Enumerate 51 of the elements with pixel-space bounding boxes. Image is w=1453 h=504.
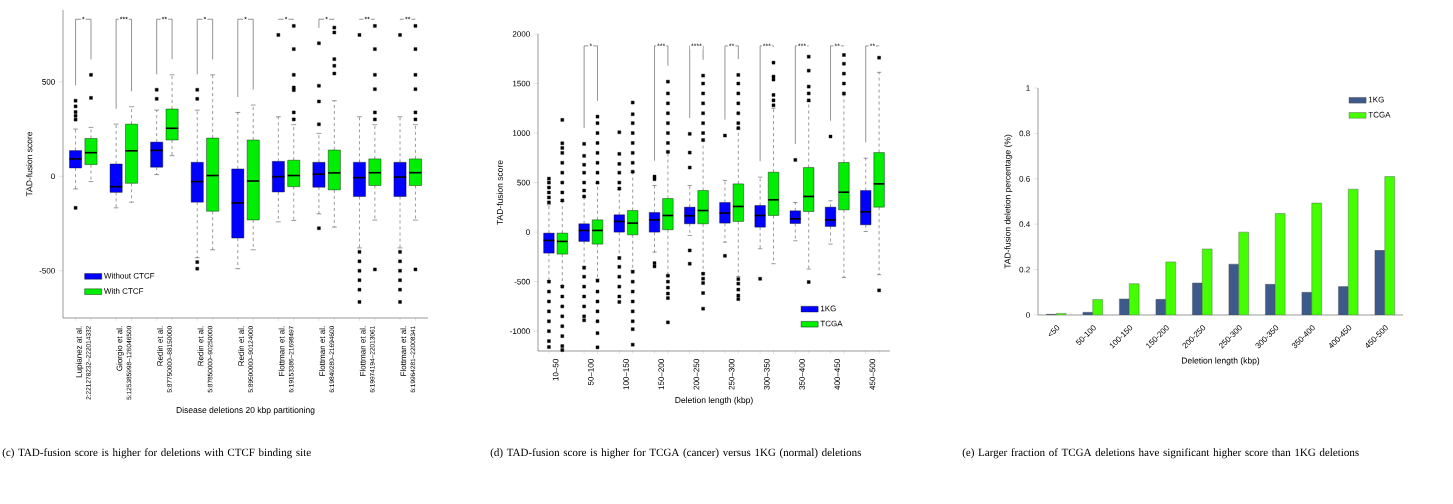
x-tick-label: Giorgio et al. (116, 326, 124, 371)
y-axis-title: TAD-fusion score (496, 160, 503, 225)
legend-label: TCGA (820, 320, 843, 327)
y-axis-title: TAD-fusion deletion percentage (%) (1004, 134, 1013, 269)
x-tick-label: Lupianez at al. (75, 326, 84, 378)
x-tick-label: 450–500 (869, 359, 876, 390)
y-tick-label: 0.6 (1019, 175, 1030, 182)
y-tick-label: 0.2 (1019, 266, 1030, 273)
legend-label: 1KG (1368, 96, 1384, 103)
y-tick-label: 500 (42, 78, 55, 85)
y-tick-label: 0 (526, 229, 530, 235)
legend-label: 1KG (820, 305, 836, 312)
y-tick-label: 1000 (513, 130, 530, 136)
y-tick-label: 1 (1026, 85, 1030, 91)
y-tick-label: -1000 (510, 328, 530, 335)
x-tick-label: 250–300 (728, 359, 735, 390)
x-tick-label: 400–450 (834, 359, 841, 390)
y-tick-label: 2000 (512, 31, 530, 37)
y-axis-title: TAD-fusion score (26, 131, 33, 197)
y-tick-label: 0.4 (1019, 221, 1030, 228)
y-tick-label: 500 (517, 179, 530, 186)
x-tick-label: 10–50 (552, 359, 559, 381)
legend-label: TCGA (1368, 111, 1391, 118)
x-axis-title: Deletion length (kbp) (675, 396, 753, 405)
x-tick-label: Flottman et al. (278, 326, 285, 376)
x-tick-label: 200–250 (693, 359, 700, 390)
y-tick-label: -500 (514, 278, 530, 285)
x-tick-label: Flottman et al. (319, 326, 326, 376)
x-tick-label: Flottman et al. (359, 326, 366, 376)
legend-label: Without CTCF (103, 272, 155, 279)
x-tick-label: 50–100 (587, 359, 594, 386)
x-tick-label: <50 (1048, 325, 1060, 336)
x-tick-label: 150–200 (658, 359, 665, 390)
y-tick-label: 0.8 (1019, 130, 1030, 137)
y-tick-label: 1500 (513, 80, 530, 87)
x-axis-title: Disease deletions 20 kbp partitioning (176, 406, 315, 415)
x-tick-label: Redin et al. (156, 326, 163, 366)
y-tick-label: 0 (1026, 312, 1030, 318)
y-tick-label: -500 (39, 267, 55, 274)
x-tick-label: Redin et al. (197, 326, 204, 366)
x-axis-title: Deletion length (kbp) (1181, 357, 1260, 366)
x-tick-label: Redin et al. (238, 326, 244, 366)
y-tick-label: 0 (51, 173, 55, 180)
x-tick-label: 300–350 (763, 359, 770, 390)
text: (c) TAD-fusion score is higher for deletions with CTCF binding site (2, 448, 311, 459)
x-tick-label: 100–150 (623, 359, 629, 390)
x-tick-label: 350–400 (799, 359, 805, 390)
text: (d) TAD-fusion score is higher for TCGA (cancer) versus 1KG (normal) deletions (490, 448, 861, 459)
text: (e) Larger fraction of TCGA deletions have significant higher score than 1KG deletions (962, 448, 1359, 459)
legend-label: With CTCF (103, 288, 144, 294)
x-tick-label: Flottman et al. (400, 326, 407, 376)
